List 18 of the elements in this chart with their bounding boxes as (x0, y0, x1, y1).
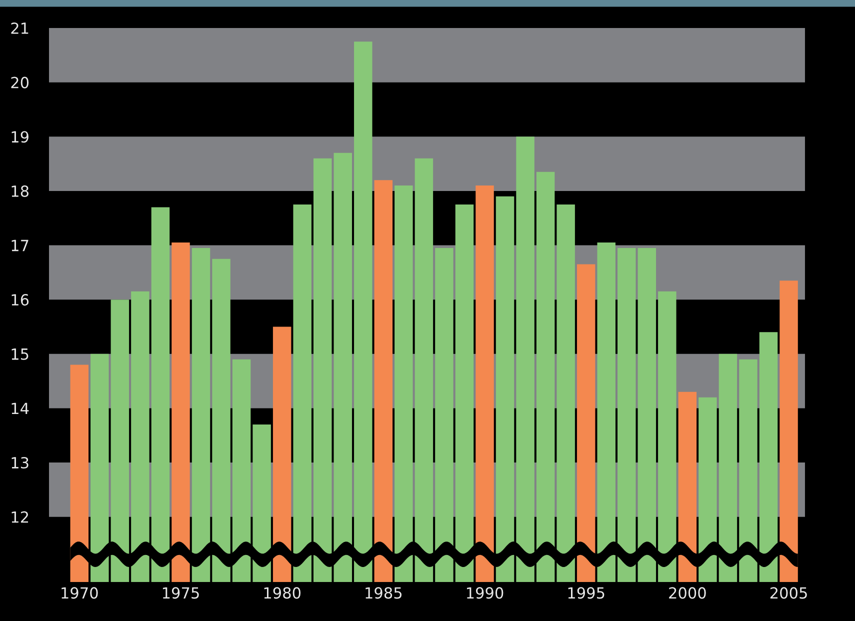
x-tick-label: 2000 (669, 587, 706, 599)
x-tick-label: 1970 (62, 587, 98, 599)
x-tick-label: 1975 (162, 587, 199, 599)
x-tick-label: 1995 (568, 587, 604, 599)
y-tick-label: 17 (12, 240, 28, 252)
x-tick-label: 1980 (264, 587, 300, 599)
y-tick-label: 20 (11, 76, 29, 88)
y-tick-label: 14 (12, 402, 29, 414)
y-tick-label: 13 (12, 456, 28, 469)
y-tick-label: 18 (12, 185, 28, 197)
y-tick-label: 16 (12, 294, 29, 306)
y-tick-label: 15 (12, 348, 28, 360)
x-tick-label: 2005 (770, 587, 807, 599)
y-tick-label: 21 (11, 22, 28, 34)
y-tick-label: 19 (12, 131, 28, 143)
x-tick-label: 1985 (366, 587, 402, 599)
x-tick-label: 1990 (466, 587, 504, 599)
y-tick-label: 12 (12, 511, 28, 523)
